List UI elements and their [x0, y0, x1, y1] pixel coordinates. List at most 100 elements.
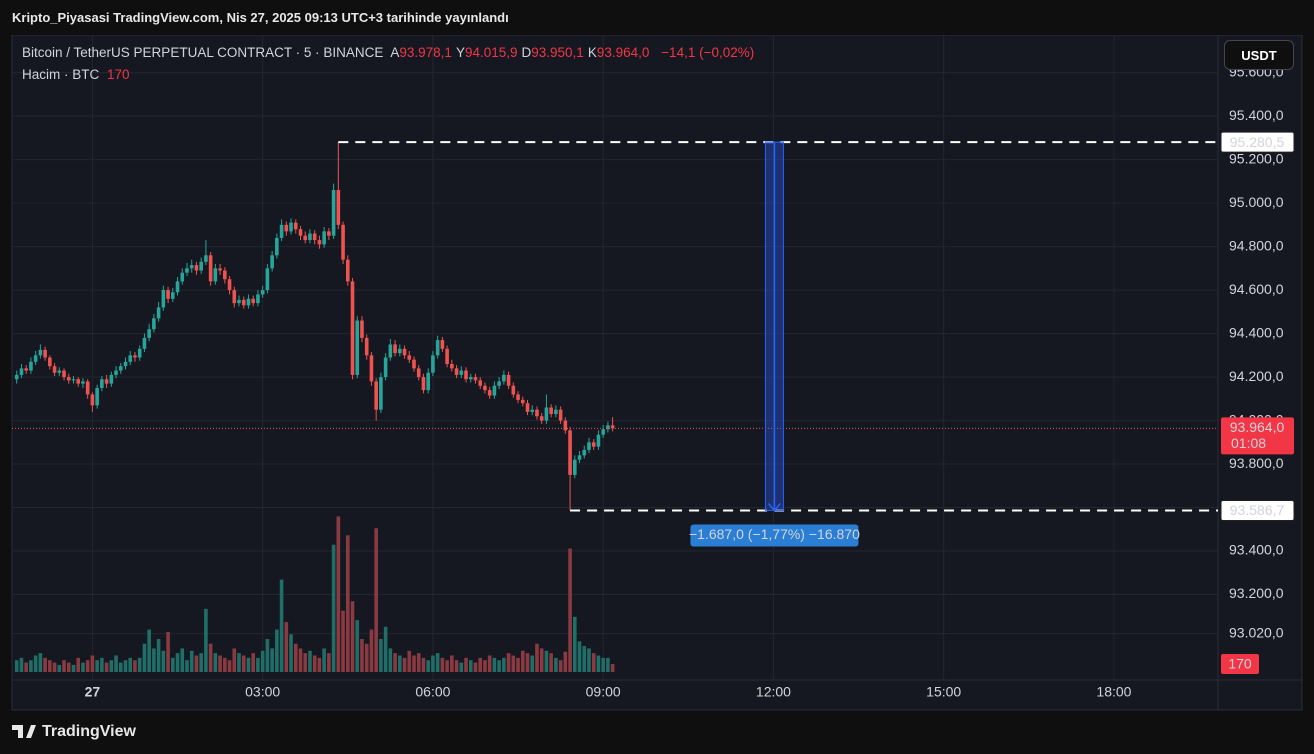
volume-bar [610, 663, 615, 672]
volume-bar [279, 579, 284, 672]
volume-bar [241, 655, 246, 672]
volume-bar [596, 655, 601, 672]
volume-bar [464, 657, 468, 672]
volume-bar [246, 657, 251, 672]
volume-bar [601, 657, 605, 672]
candle-body [223, 270, 227, 280]
volume-bar [341, 610, 345, 672]
change: −14,1 (−0,02%) [661, 45, 755, 60]
volume-bar [379, 639, 383, 672]
measure-price-badge [1220, 499, 1295, 521]
volume-bar [454, 660, 459, 672]
volume-bar [364, 643, 369, 672]
candle-body [431, 355, 435, 373]
volume-bar [133, 660, 137, 672]
countdown-label: 01:08 [1231, 435, 1266, 451]
x-tick-label: 09:00 [586, 684, 621, 700]
candle-body [492, 385, 497, 396]
candle-body [573, 459, 577, 475]
volume-bar [199, 653, 203, 672]
legend-key: Y [455, 45, 465, 60]
candle-body [213, 268, 218, 282]
volume-bar [48, 660, 52, 672]
y-tick-label: 95.200,0 [1229, 150, 1284, 166]
candle-body [128, 355, 133, 362]
y-tick-label: 93.200,0 [1229, 585, 1284, 601]
y-tick-label: 94.200,0 [1229, 368, 1284, 384]
volume-bar [345, 535, 350, 672]
candle-body [355, 320, 360, 375]
volume-bar [208, 643, 213, 672]
candle-body [502, 374, 506, 382]
candle-body [147, 329, 151, 338]
volume-bar [166, 631, 170, 672]
candle-body [175, 281, 180, 293]
volume-bar [520, 650, 525, 672]
candle-body [563, 420, 568, 431]
candle-body [450, 364, 454, 369]
candle-body [180, 272, 185, 282]
candle-body [256, 294, 260, 304]
x-tick-label: 27 [85, 684, 101, 700]
volume-bar [535, 643, 539, 672]
candle-body [606, 425, 610, 430]
volume-bar [227, 660, 232, 672]
volume-last: 170 [107, 67, 130, 82]
candle-body [308, 233, 312, 241]
volume-bar [256, 657, 260, 672]
legend-value: 93.964,0 [596, 45, 650, 60]
legend-key: A [390, 45, 400, 60]
candle-body [591, 442, 596, 447]
volume-bar [350, 601, 355, 672]
candle-body [544, 407, 549, 421]
y-tick-label: 93.400,0 [1229, 542, 1284, 558]
legend-value: 94.015,9 [464, 45, 518, 60]
candle-body [118, 366, 123, 371]
legend-value: 93.978,1 [399, 45, 452, 60]
footer-bar [0, 711, 1314, 754]
volume-bar [118, 662, 123, 672]
volume-bar [95, 660, 99, 672]
volume-bar [407, 650, 412, 672]
candle-body [76, 379, 81, 384]
volume-bar [487, 655, 492, 672]
candle-body [445, 348, 449, 365]
candle-body [379, 377, 383, 410]
candle-body [587, 442, 591, 450]
candle-body [554, 409, 558, 415]
volume-bar [104, 662, 109, 672]
currency-button[interactable]: USDT [1224, 40, 1294, 70]
candle-body [208, 255, 213, 282]
volume-bar [213, 653, 218, 672]
candle-body [558, 409, 563, 421]
candle-body [109, 374, 114, 384]
candle-body [227, 279, 232, 291]
volume-bar [308, 650, 312, 672]
volume-bar [29, 660, 33, 672]
candle-body [596, 434, 601, 447]
volume-bar [156, 639, 161, 672]
candle-body [421, 377, 426, 391]
candle-body [90, 394, 95, 406]
candle-body [218, 268, 222, 271]
x-tick-label: 18:00 [1096, 684, 1131, 700]
volume-bar [114, 655, 118, 672]
volume-bar [516, 657, 520, 672]
volume-bar [478, 657, 483, 672]
measure-price-label: 93.586,7 [1230, 502, 1285, 518]
candle-body [137, 348, 142, 358]
volume-bar [573, 616, 577, 672]
volume-bar [388, 648, 393, 672]
candle-body [350, 281, 355, 375]
volume-bar [445, 660, 449, 672]
volume-bar [189, 650, 194, 672]
candle-body [57, 370, 62, 373]
volume-bar [492, 657, 497, 672]
measure-price-badge [1220, 131, 1295, 153]
measure-price-label: 95.280,5 [1230, 134, 1285, 150]
volume-bar [435, 653, 440, 672]
volume-bar [369, 629, 374, 672]
legend-value: 93.950,1 [531, 45, 584, 60]
candle-body [66, 377, 71, 381]
